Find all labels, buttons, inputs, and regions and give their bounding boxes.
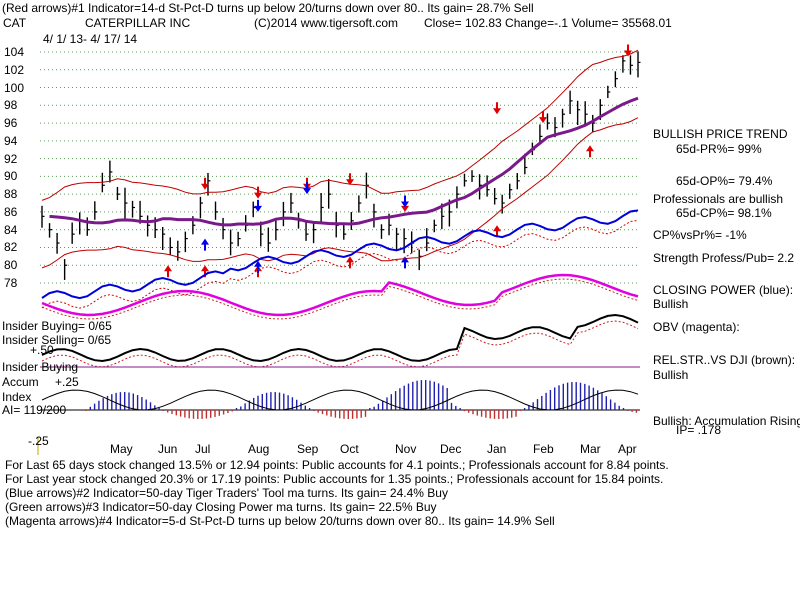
plus-25: +.25 (55, 375, 79, 389)
plus-50: +.50 (30, 343, 54, 357)
op-value: 65d-OP%= 79.4% (676, 174, 773, 188)
x-month-label: Nov (395, 442, 417, 456)
copyright: (C)2014 www.tigersoft.com (254, 16, 399, 30)
blue-sell-arrow (303, 182, 311, 195)
footer-line-2: For Last year stock changed 20.3% or 17.… (5, 472, 664, 486)
y-tick-label: 98 (4, 98, 18, 113)
y-tick-label: 78 (4, 276, 18, 290)
upper-band (41, 49, 639, 201)
closing-power-title: CLOSING POWER (blue): (653, 283, 794, 297)
y-tick-label: 82 (4, 240, 18, 255)
closing-power-line (41, 209, 639, 300)
strength: Strength Profess/Pub= 2.2 (653, 251, 795, 265)
x-month-label: Jul (195, 442, 211, 456)
x-month-label: Jun (158, 442, 178, 456)
y-tick-label: 88 (4, 187, 18, 202)
x-month-label: Oct (340, 442, 359, 456)
lower-band (41, 117, 639, 269)
y-tick-label: 86 (4, 204, 18, 219)
red-sell-arrow (624, 44, 632, 57)
indicator-1-line: (Red arrows)#1 Indicator=14-d St-Pct-D t… (2, 1, 534, 15)
x-month-label: May (110, 442, 133, 456)
red-buy-arrow (493, 225, 501, 238)
quote: Close= 102.83 Change=-.1 Volume= 35568.0… (424, 16, 672, 30)
obv-line (41, 273, 639, 317)
insider-buying-2: Insider Buying (2, 360, 79, 374)
trend-title: BULLISH PRICE TREND (653, 127, 788, 141)
x-month-label: Dec (440, 442, 462, 456)
professionals: Professionals are bullish (653, 192, 784, 206)
red-sell-arrow (254, 186, 262, 199)
red-sell-arrow (346, 173, 354, 186)
blue-buy-arrow (401, 256, 409, 269)
cp-vs-pr: CP%vsPr%= -1% (653, 228, 747, 242)
insider-selling: Insider Selling= 0/65 (2, 333, 112, 347)
ai-value: AI= 119/200 (2, 403, 67, 417)
red-buy-arrow (346, 256, 354, 269)
closing-power-ma (41, 219, 639, 309)
minus-25: -.25 (28, 434, 49, 448)
y-tick-label: 102 (4, 62, 25, 77)
red-buy-arrow (201, 265, 209, 278)
insider-buying: Insider Buying= 0/65 (2, 319, 112, 333)
blue-buy-arrow (201, 238, 209, 251)
accum-ma (41, 389, 639, 411)
y-tick-label: 96 (4, 116, 18, 131)
footer-line-5: (Magenta arrows)#4 Indicator=5-d St-Pct-… (5, 514, 555, 528)
pr-value: 65d-PR%= 99% (676, 142, 762, 156)
blue-sell-arrow (401, 195, 409, 208)
footer-line-1: For Last 65 days stock changed 13.5% or … (5, 458, 669, 472)
relstr-line (41, 313, 639, 363)
y-tick-label: 104 (4, 45, 25, 59)
x-month-label: Mar (580, 442, 601, 456)
date-range: 4/ 1/ 13- 4/ 17/ 14 (43, 32, 138, 46)
x-month-label: Aug (248, 442, 270, 456)
closing-power-value: Bullish (653, 297, 689, 311)
x-month-label: Apr (618, 442, 637, 456)
x-month-label: Feb (533, 442, 554, 456)
red-sell-arrow (539, 111, 547, 124)
x-month-label: Jan (487, 442, 507, 456)
relstr-value: Bullish (653, 368, 689, 382)
y-tick-label: 84 (4, 222, 18, 237)
moving-average (49, 96, 639, 227)
accum-label: Accum (2, 375, 39, 389)
obv-ma (41, 278, 639, 320)
red-sell-arrow (493, 102, 501, 115)
red-buy-arrow (164, 265, 172, 278)
red-buy-arrow (586, 145, 594, 158)
blue-sell-arrow (254, 199, 262, 212)
blue-buy-arrow (254, 260, 262, 273)
y-tick-label: 100 (4, 80, 25, 95)
cp-value: 65d-CP%= 98.1% (676, 206, 772, 220)
relstr-title: REL.STR..VS DJI (brown): (653, 353, 796, 367)
ticker: CAT (3, 16, 27, 30)
company-name: CATERPILLAR INC (85, 16, 191, 30)
obv-title: OBV (magenta): (653, 320, 740, 334)
footer-line-4: (Green arrows)#3 Indicator=50-day Closin… (5, 500, 437, 514)
y-tick-label: 92 (4, 151, 18, 166)
x-month-label: Sep (297, 442, 319, 456)
ip-value: IP= .178 (676, 423, 722, 437)
index-label: Index (2, 390, 32, 404)
y-tick-label: 90 (4, 169, 18, 184)
y-tick-label: 94 (4, 133, 18, 148)
footer-line-3: (Blue arrows)#2 Indicator=50-day Tiger T… (5, 486, 448, 500)
red-sell-arrow (201, 177, 209, 190)
accum-title: Bullish: Accumulation Rising (653, 414, 800, 428)
y-tick-label: 80 (4, 258, 18, 273)
